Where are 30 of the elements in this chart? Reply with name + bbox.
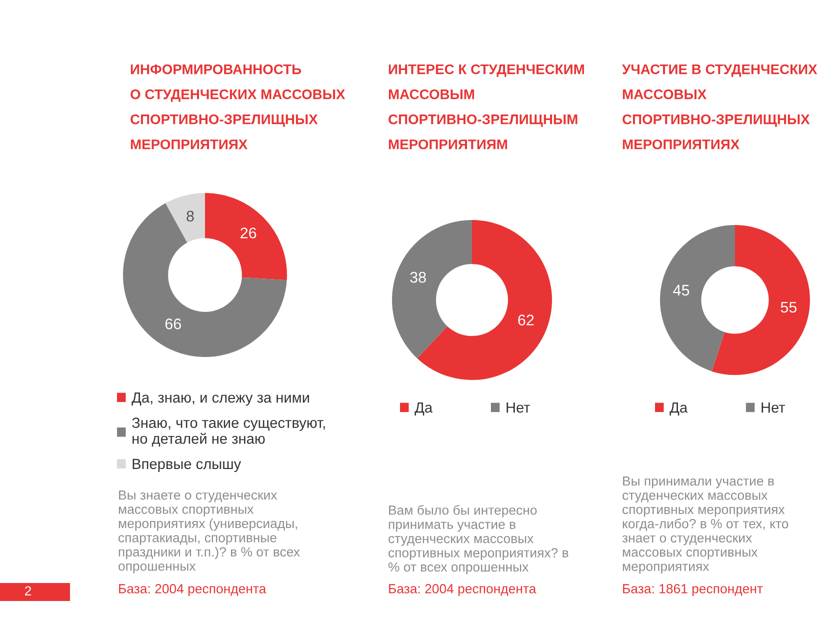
data-label: 62 (518, 314, 534, 326)
data-label: 55 (780, 302, 797, 313)
text: Вы знаете о студенческих массовых спортивных мероприятиях (универсиады, спартакиады, спортивные праздники и т.п.)? в % от всех опрошенных (118, 490, 300, 574)
data-label: 38 (410, 272, 426, 283)
legend-label: Впервые слышу (132, 458, 242, 472)
chart-title: ИНТЕРЕС К СТУДЕНЧЕСКИМ МАССОВЫМ СПОРТИВНО-ЗРЕЛИЩНЫМ МЕРОПРИЯТИЯМ (388, 64, 584, 150)
text: Вам было бы интересно принимать участие в студенческих массовых спортивных мероприятиях? в % от всех опрошенных (388, 505, 568, 574)
text: База: 2004 респондента (389, 584, 536, 596)
legend-label: Знаю, что такие существуют, но деталей не знаю (132, 418, 325, 447)
donut-slice (660, 225, 735, 372)
donut-slice (392, 220, 472, 358)
donut-slice (165, 193, 205, 243)
data-label: 8 (186, 210, 194, 222)
data-label: 26 (240, 228, 256, 238)
legend-label: Нет (762, 402, 786, 413)
donut-slice (712, 225, 810, 375)
text: Вы принимали участие в студенческих массовых спортивных мероприятиях когда-либо? в % от тех, кто знает о студенческих массовых спортивных мероприятиях (622, 476, 788, 574)
donut-slice (205, 193, 287, 280)
chart-title: ИНФОРМИРОВАННОСТЬ О СТУДЕНЧЕСКИХ МАССОВЫХ СПОРТИВНО-ЗРЕЛИЩНЫХ МЕРОПРИЯТИЯХ (130, 64, 346, 150)
text: База: 2004 респондента (119, 584, 266, 596)
text: 2 (24, 586, 32, 596)
chart-title: УЧАСТИЕ В СТУДЕНЧЕСКИХ МАССОВЫХ СПОРТИВНО-ЗРЕЛИЩНЫХ МЕРОПРИЯТИЯХ (622, 64, 818, 150)
legend-label: Да (670, 402, 688, 416)
text: База: 1861 респондент (623, 584, 763, 596)
data-label: 45 (673, 284, 690, 296)
legend-label: Да (414, 402, 433, 416)
legend-label: Нет (506, 402, 530, 413)
data-label: 66 (165, 318, 181, 330)
legend-label: Да, знаю, и слежу за ними (132, 392, 309, 406)
donut-slice (123, 203, 287, 357)
